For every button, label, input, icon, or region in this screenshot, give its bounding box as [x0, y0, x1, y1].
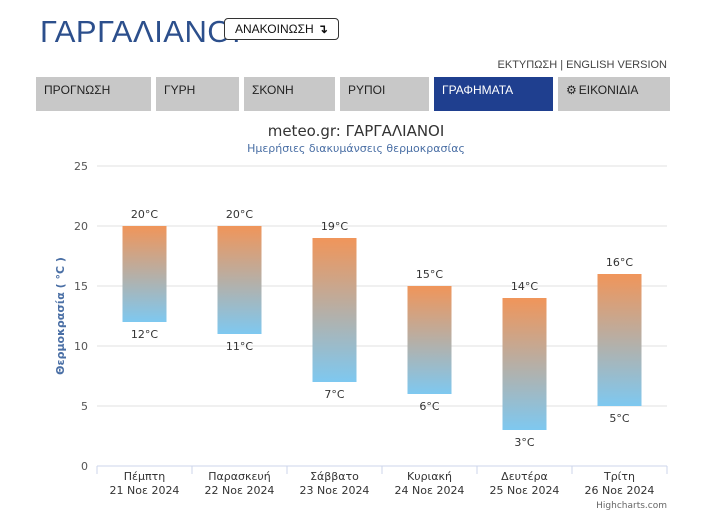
high-temp-label: 20°C [226, 208, 253, 221]
tab-label: ΓΡΑΦΗΜΑΤΑ [442, 83, 514, 97]
high-temp-label: 16°C [606, 256, 633, 269]
y-tick-label: 5 [81, 400, 88, 413]
high-temp-label: 15°C [416, 268, 443, 281]
high-temp-label: 20°C [131, 208, 158, 221]
tab-icons[interactable]: ⚙ ΕΙΚΟΝΙΔΙΑ [558, 77, 670, 111]
high-temp-label: 19°C [321, 220, 348, 233]
low-temp-label: 3°C [514, 436, 534, 449]
bars: 20°C 12°C 20°C 11°C 19°C 7°C 15°C 6°C 14°C 3°C 16°… [122, 208, 642, 449]
temperature-range-bar [502, 298, 547, 430]
low-temp-label: 7°C [324, 388, 344, 401]
print-link[interactable]: ΕΚΤΥΠΩΣΗ [497, 59, 558, 71]
temperature-range-bar [122, 226, 167, 322]
y-tick-label: 20 [74, 220, 88, 233]
announcement-label: ΑΝΑΚΟΙΝΩΣΗ [235, 22, 314, 36]
tab-label: ΡΥΠΟΙ [348, 83, 386, 97]
grid-lines [96, 165, 668, 474]
x-day-label: Παρασκευή [208, 470, 271, 483]
temperature-range-bar [407, 286, 452, 394]
y-tick-label: 0 [81, 460, 88, 473]
x-date-label: 25 Νοε 2024 [490, 484, 560, 497]
x-day-label: Δευτέρα [501, 470, 548, 483]
x-date-label: 23 Νοε 2024 [300, 484, 370, 497]
x-date-label: 21 Νοε 2024 [110, 484, 180, 497]
chart-subtitle: Ημερήσιες διακυμάνσεις θερμοκρασίας [247, 142, 465, 155]
low-temp-label: 6°C [419, 400, 439, 413]
x-day-label: Σάββατο [310, 470, 359, 483]
temperature-range-bar [217, 226, 262, 334]
english-version-link[interactable]: ENGLISH VERSION [566, 59, 667, 71]
y-tick-label: 25 [74, 160, 88, 173]
chart-title: meteo.gr: ΓΑΡΓΑΛΙΑΝΟΙ [268, 122, 445, 140]
tab-dust[interactable]: ΣΚΟΝΗ [244, 77, 335, 111]
x-day-label: Κυριακή [407, 470, 452, 483]
top-links: ΕΚΤΥΠΩΣΗ | ENGLISH VERSION [498, 59, 667, 71]
page-title: ΓΑΡΓΑΛΙΑΝΟΙ [40, 14, 242, 49]
y-axis-label: Θερμοκρασία ( °C ) [54, 257, 67, 375]
x-day-label: Τρίτη [603, 470, 635, 483]
x-date-label: 26 Νοε 2024 [585, 484, 655, 497]
tab-pollutants[interactable]: ΡΥΠΟΙ [340, 77, 429, 111]
temperature-chart: meteo.gr: ΓΑΡΓΑΛΙΑΝΟΙ Ημερήσιες διακυμάν… [0, 118, 712, 526]
temperature-range-bar [312, 238, 357, 382]
temperature-range-bar [597, 274, 642, 406]
x-day-label: Πέμπτη [124, 470, 165, 483]
low-temp-label: 11°C [226, 340, 253, 353]
tab-charts[interactable]: ΓΡΑΦΗΜΑΤΑ [434, 77, 553, 111]
tab-label: ΠΡΟΓΝΩΣΗ [44, 83, 111, 97]
x-date-label: 22 Νοε 2024 [205, 484, 275, 497]
y-tick-label: 10 [74, 340, 88, 353]
low-temp-label: 5°C [609, 412, 629, 425]
high-temp-label: 14°C [511, 280, 538, 293]
tab-label: ΕΙΚΟΝΙΔΙΑ [578, 83, 639, 97]
low-temp-label: 12°C [131, 328, 158, 341]
tab-forecast[interactable]: ΠΡΟΓΝΩΣΗ [36, 77, 151, 111]
y-tick-label: 15 [74, 280, 88, 293]
x-date-label: 24 Νοε 2024 [395, 484, 465, 497]
chart-credit[interactable]: Highcharts.com [596, 501, 667, 511]
gear-icon: ⚙ [566, 83, 577, 97]
announcement-button[interactable]: ΑΝΑΚΟΙΝΩΣΗ ↴ [224, 18, 339, 40]
tab-label: ΓΥΡΗ [164, 83, 196, 97]
arrow-down-right-icon: ↴ [317, 22, 328, 36]
tab-pollen[interactable]: ΓΥΡΗ [156, 77, 239, 111]
link-separator: | [560, 59, 564, 71]
chart-svg: meteo.gr: ΓΑΡΓΑΛΙΑΝΟΙ Ημερήσιες διακυμάν… [54, 122, 668, 511]
tab-label: ΣΚΟΝΗ [252, 83, 294, 97]
y-axis-ticks: 0 5 10 15 20 25 [74, 160, 88, 473]
